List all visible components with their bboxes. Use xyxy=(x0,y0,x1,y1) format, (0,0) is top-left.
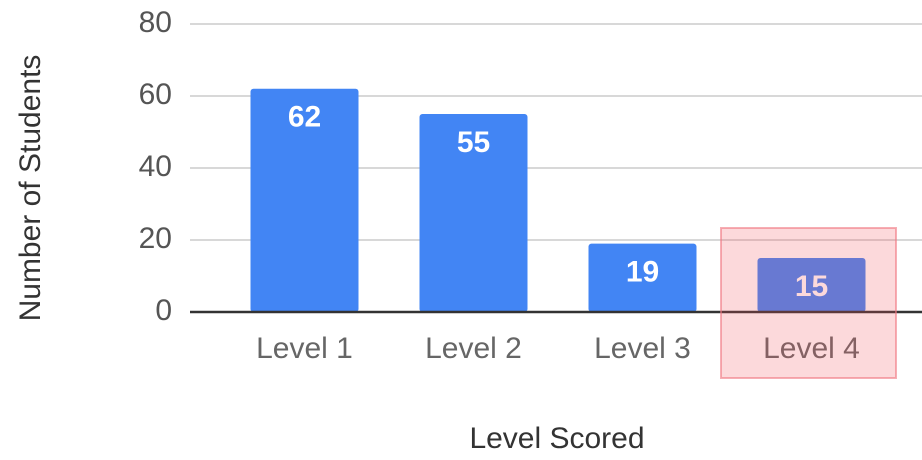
x-axis-title: Level Scored xyxy=(469,422,644,455)
y-tick-label: 40 xyxy=(139,150,172,183)
highlight-box xyxy=(720,227,897,379)
x-tick-label: Level 3 xyxy=(594,332,691,365)
data-label: 62 xyxy=(288,101,321,134)
x-tick-label: Level 2 xyxy=(425,332,522,365)
bar xyxy=(757,258,866,312)
y-tick-label: 80 xyxy=(139,6,172,39)
bar xyxy=(419,114,528,312)
y-tick-label: 0 xyxy=(155,294,172,327)
bar xyxy=(250,88,359,312)
x-tick-label: Level 1 xyxy=(256,332,353,365)
data-label: 15 xyxy=(795,270,828,303)
y-tick-label: 20 xyxy=(139,222,172,255)
y-tick-label: 60 xyxy=(139,78,172,111)
data-label: 55 xyxy=(457,126,490,159)
data-label: 19 xyxy=(626,256,659,289)
x-tick-label: Level 4 xyxy=(763,332,860,365)
bar xyxy=(588,243,697,312)
y-axis-title: Number of Students xyxy=(14,55,47,322)
